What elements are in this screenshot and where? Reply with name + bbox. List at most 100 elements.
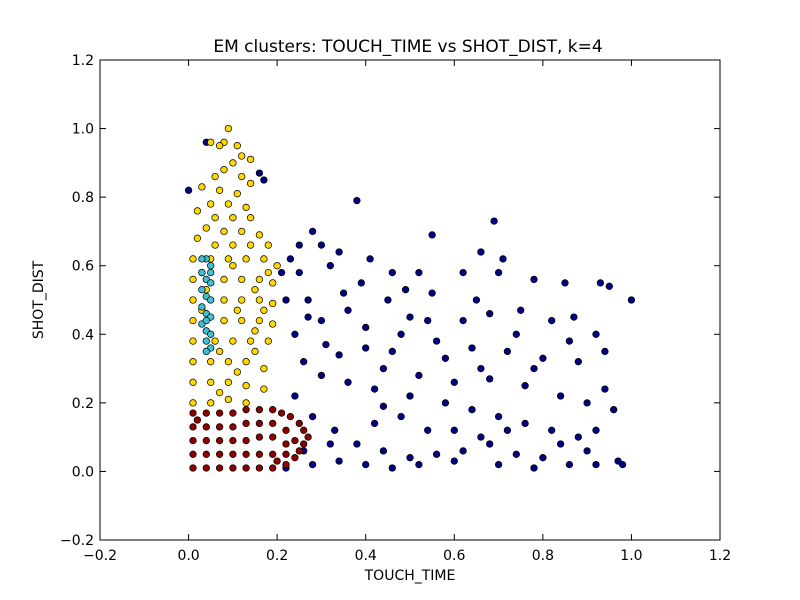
data-point-cluster-4: [215, 423, 224, 431]
x-tick-label: 0.2: [266, 548, 288, 564]
data-point-cluster-2: [264, 241, 272, 249]
data-point-cluster-2: [189, 296, 197, 304]
data-point-cluster-1: [556, 392, 565, 400]
data-point-cluster-2: [255, 296, 264, 304]
data-point-cluster-1: [388, 347, 396, 356]
data-point-cluster-1: [331, 426, 339, 434]
data-point-cluster-1: [530, 364, 538, 373]
data-point-cluster-1: [428, 289, 436, 297]
data-point-cluster-2: [207, 378, 215, 386]
data-point-cluster-1: [459, 316, 467, 325]
data-point-cluster-1: [308, 412, 317, 421]
data-point-cluster-4: [202, 423, 210, 431]
data-point-cluster-1: [308, 460, 317, 469]
data-point-cluster-2: [246, 179, 255, 188]
data-point-cluster-2: [189, 358, 197, 366]
data-point-cluster-1: [388, 268, 396, 277]
data-point-cluster-4: [189, 450, 197, 458]
data-point-cluster-2: [255, 275, 264, 284]
data-point-cluster-3: [207, 296, 215, 304]
data-point-cluster-2: [238, 172, 246, 181]
data-point-cluster-2: [224, 395, 233, 404]
data-point-cluster-3: [207, 262, 215, 270]
data-point-cluster-4: [242, 406, 250, 414]
data-point-cluster-3: [198, 255, 206, 263]
data-point-cluster-2: [246, 241, 255, 249]
data-point-cluster-4: [215, 464, 224, 472]
data-point-cluster-1: [370, 419, 379, 428]
data-point-cluster-1: [406, 392, 414, 400]
data-point-cluster-1: [277, 268, 286, 277]
chart-title: EM clusters: TOUCH_TIME vs SHOT_DIST, k=…: [213, 37, 602, 57]
data-point-cluster-1: [260, 176, 268, 184]
y-axis-label: SHOT_DIST: [31, 260, 47, 339]
data-point-cluster-1: [530, 464, 538, 472]
data-point-cluster-1: [596, 279, 605, 287]
data-point-cluster-2: [251, 327, 259, 335]
data-point-cluster-4: [229, 464, 237, 472]
data-point-cluster-1: [494, 460, 503, 469]
y-tick-label: 0.2: [72, 396, 94, 412]
data-point-cluster-1: [322, 340, 330, 349]
data-point-cluster-4: [282, 440, 290, 448]
data-point-cluster-4: [269, 450, 277, 458]
data-point-cluster-2: [242, 399, 250, 407]
data-point-cluster-1: [401, 286, 410, 294]
data-point-cluster-2: [264, 268, 272, 277]
data-point-cluster-1: [565, 460, 574, 469]
data-point-cluster-1: [468, 406, 476, 414]
data-point-cluster-2: [251, 347, 259, 356]
data-point-cluster-1: [357, 279, 365, 287]
data-point-cluster-2: [189, 337, 197, 345]
data-point-cluster-1: [512, 330, 520, 338]
data-point-cluster-1: [627, 296, 636, 304]
data-point-cluster-4: [282, 450, 290, 458]
data-point-cluster-2: [211, 214, 219, 222]
data-point-cluster-3: [202, 347, 210, 356]
data-point-cluster-2: [189, 316, 197, 325]
data-point-cluster-1: [556, 440, 565, 448]
data-point-cluster-2: [233, 142, 241, 150]
data-point-cluster-4: [300, 440, 308, 448]
data-point-cluster-1: [565, 337, 574, 345]
data-point-cluster-2: [233, 368, 241, 376]
data-point-cluster-2: [224, 255, 233, 263]
data-point-cluster-1: [344, 378, 352, 386]
data-point-cluster-2: [215, 142, 224, 150]
data-point-cluster-1: [366, 255, 374, 263]
data-point-cluster-4: [242, 419, 250, 428]
data-point-cluster-2: [229, 337, 237, 345]
data-point-cluster-2: [189, 255, 197, 263]
data-point-cluster-1: [432, 337, 441, 345]
data-point-cluster-4: [215, 436, 224, 445]
data-point-cluster-2: [215, 186, 224, 194]
data-point-cluster-2: [207, 138, 215, 146]
data-point-cluster-4: [202, 464, 210, 472]
data-point-cluster-1: [424, 316, 432, 325]
data-point-cluster-1: [397, 330, 405, 338]
data-point-cluster-2: [224, 200, 233, 208]
data-point-cluster-2: [202, 224, 210, 232]
data-point-cluster-4: [255, 464, 264, 472]
data-point-cluster-2: [260, 255, 268, 263]
y-tick-label: −0.2: [60, 533, 94, 549]
data-point-cluster-1: [397, 412, 405, 421]
data-point-cluster-2: [269, 299, 277, 308]
data-point-cluster-4: [282, 460, 290, 469]
data-point-cluster-4: [215, 409, 224, 417]
x-tick-label: 0.8: [532, 548, 554, 564]
data-point-cluster-4: [291, 436, 299, 445]
data-point-cluster-1: [583, 447, 591, 455]
data-point-cluster-1: [472, 296, 481, 304]
data-point-cluster-1: [379, 402, 388, 410]
data-point-cluster-3: [207, 330, 215, 338]
data-point-cluster-4: [269, 464, 277, 472]
data-point-cluster-4: [269, 433, 277, 441]
data-point-cluster-2: [251, 286, 259, 294]
data-point-cluster-1: [530, 275, 538, 284]
data-point-cluster-2: [215, 388, 224, 397]
data-point-cluster-4: [189, 436, 197, 445]
data-point-cluster-4: [282, 426, 290, 434]
data-point-cluster-4: [255, 419, 264, 428]
data-point-cluster-1: [184, 186, 193, 194]
